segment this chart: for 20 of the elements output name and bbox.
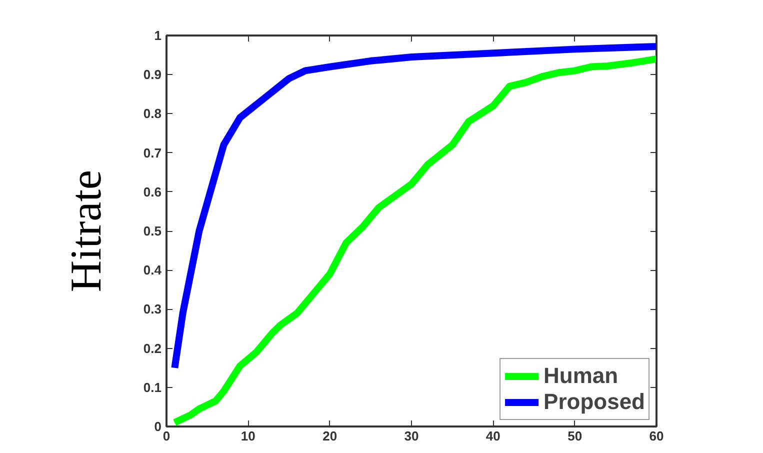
y-tick-label: 1 bbox=[154, 28, 162, 43]
y-axis-title: Hitrate bbox=[61, 170, 110, 292]
y-tick-label: 0.7 bbox=[143, 145, 162, 160]
x-tick-label: 10 bbox=[240, 428, 256, 444]
x-tick-label: 60 bbox=[649, 428, 664, 444]
y-tick-label: 0.6 bbox=[143, 184, 162, 200]
x-tick-label: 20 bbox=[322, 428, 338, 444]
y-tick-label: 0.4 bbox=[143, 262, 162, 278]
legend-label: Proposed bbox=[544, 389, 645, 415]
y-tick-label: 0.2 bbox=[143, 340, 162, 356]
y-tick-label: 0 bbox=[154, 419, 162, 434]
y-tick-label: 0.8 bbox=[143, 106, 162, 122]
x-tick-label: 30 bbox=[404, 428, 419, 444]
x-tick-label: 50 bbox=[568, 428, 582, 444]
y-tick-label: 0.1 bbox=[143, 380, 162, 395]
y-tick-label: 0.3 bbox=[143, 302, 162, 317]
legend-label: Human bbox=[544, 363, 618, 389]
y-tick-label: 0.9 bbox=[143, 67, 162, 82]
y-tick-label: 0.5 bbox=[143, 224, 162, 238]
x-tick-label: 40 bbox=[486, 428, 500, 444]
